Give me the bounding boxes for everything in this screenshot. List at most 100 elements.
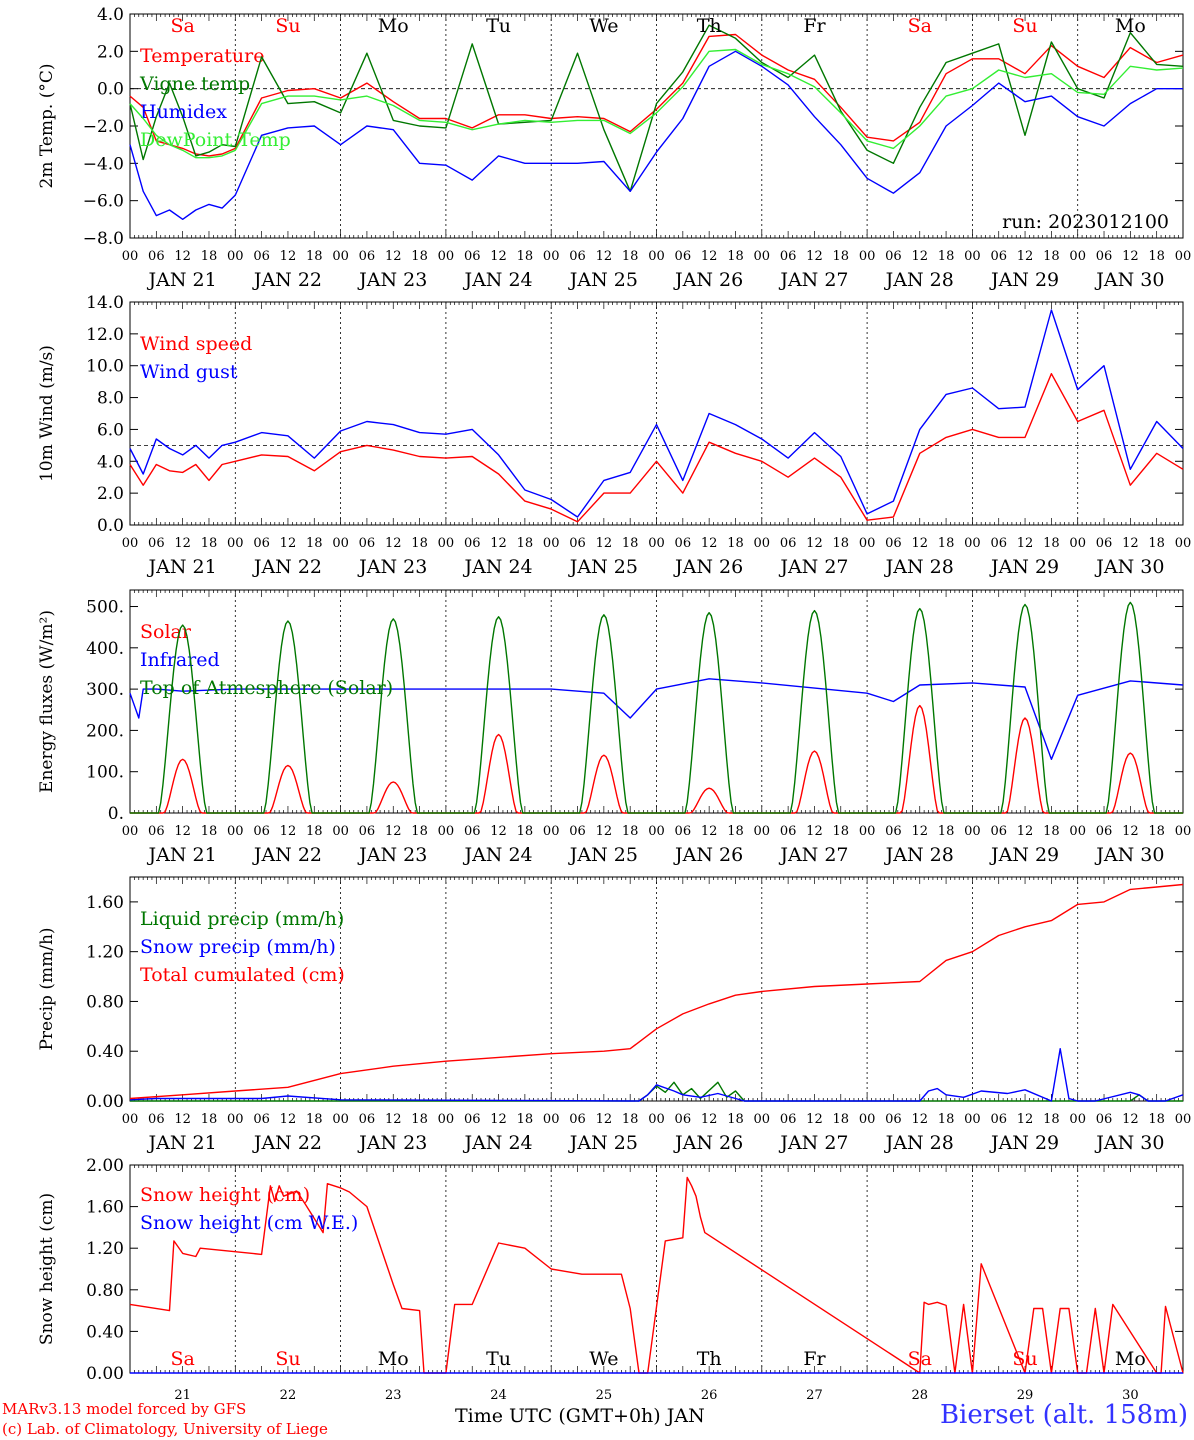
y-tick-label: 1.20 — [86, 1239, 124, 1259]
hour-label: 18 — [1043, 1112, 1060, 1127]
hour-label: 00 — [754, 1112, 771, 1127]
day-label: JAN 25 — [568, 269, 638, 291]
day-label: JAN 25 — [568, 844, 638, 866]
hour-label: 18 — [411, 536, 428, 551]
legend-entry: Snow height (cm W.E.) — [140, 1212, 358, 1234]
hour-label: 06 — [359, 1112, 376, 1127]
y-tick-label: 0.0 — [97, 80, 124, 100]
hour-label: 18 — [201, 1112, 218, 1127]
weekday-label-bottom: Su — [275, 1348, 300, 1370]
hour-label: 12 — [385, 1112, 402, 1127]
y-tick-label: 10.0 — [86, 357, 124, 377]
series-line-temperature — [129, 33, 1184, 157]
hour-label: 06 — [990, 249, 1007, 264]
y-tick-label: −6.0 — [83, 192, 124, 212]
weekday-label-top: Su — [275, 15, 300, 37]
y-tick-label: −2.0 — [83, 117, 124, 137]
y-tick-label: 0.40 — [86, 1322, 124, 1342]
y-tick-label: 0.40 — [86, 1042, 124, 1062]
hour-label: 00 — [754, 536, 771, 551]
hour-label: 12 — [911, 536, 928, 551]
hour-label: 12 — [596, 1112, 613, 1127]
hour-label: 00 — [859, 824, 876, 839]
hour-label: 00 — [1069, 249, 1086, 264]
hour-label: 06 — [780, 824, 797, 839]
hour-label: 18 — [622, 536, 639, 551]
legend-entry: Wind gust — [140, 361, 238, 383]
day-label: JAN 21 — [147, 556, 217, 578]
hour-label: 00 — [964, 824, 981, 839]
hour-label: 00 — [648, 536, 665, 551]
hour-label: 12 — [1017, 824, 1034, 839]
hour-label: 12 — [806, 536, 823, 551]
y-tick-label: 0.80 — [86, 992, 124, 1012]
hour-label: 00 — [648, 824, 665, 839]
legend-entry: Snow precip (mm/h) — [140, 936, 336, 958]
hour-label: 06 — [780, 536, 797, 551]
day-label: JAN 23 — [357, 1132, 427, 1154]
hour-label: 12 — [385, 536, 402, 551]
legend-entry: Top of Atmesphere (Solar) — [140, 677, 393, 699]
hour-label: 18 — [201, 536, 218, 551]
series-line-wind-speed — [129, 373, 1184, 523]
day-label: JAN 28 — [884, 844, 954, 866]
hour-label: 06 — [675, 536, 692, 551]
hour-label: 00 — [227, 249, 244, 264]
hour-label: 00 — [964, 1112, 981, 1127]
hour-label: 06 — [990, 536, 1007, 551]
series-line-infrared — [129, 678, 1184, 760]
hour-label: 12 — [701, 249, 718, 264]
hour-label: 12 — [385, 824, 402, 839]
hour-label: 00 — [1175, 249, 1192, 264]
hour-label: 12 — [911, 249, 928, 264]
hour-label: 18 — [938, 1112, 955, 1127]
hour-label: 00 — [332, 249, 349, 264]
hour-label: 00 — [122, 249, 139, 264]
legend-entry: DewPoint Temp — [140, 129, 291, 151]
y-tick-label: 1.60 — [86, 1198, 124, 1218]
hour-label: 00 — [332, 824, 349, 839]
hour-label: 06 — [253, 1112, 270, 1127]
weekday-label-bottom: Sa — [908, 1348, 932, 1370]
hour-label: 18 — [201, 824, 218, 839]
hour-label: 18 — [622, 249, 639, 264]
hour-label: 06 — [253, 536, 270, 551]
hour-label: 06 — [148, 1112, 165, 1127]
hour-label: 00 — [859, 1112, 876, 1127]
day-number-label: 30 — [1122, 1388, 1139, 1403]
hour-label: 00 — [543, 1112, 560, 1127]
hour-label: 12 — [596, 249, 613, 264]
weekday-label-bottom: Tu — [486, 1348, 511, 1370]
day-label: JAN 21 — [147, 1132, 217, 1154]
hour-label: 12 — [280, 249, 297, 264]
hour-label: 00 — [438, 536, 455, 551]
day-label: JAN 25 — [568, 1132, 638, 1154]
hour-label: 00 — [1175, 824, 1192, 839]
day-label: JAN 27 — [778, 1132, 848, 1154]
day-number-label: 23 — [385, 1388, 402, 1403]
hour-label: 06 — [675, 1112, 692, 1127]
day-label: JAN 22 — [252, 1132, 322, 1154]
series-line-snow-precip-mm-h- — [129, 1047, 1184, 1102]
hour-label: 00 — [754, 249, 771, 264]
y-axis-title: Snow height (cm) — [37, 1193, 57, 1345]
day-number-label: 29 — [1017, 1388, 1034, 1403]
series-line-dewpoint-temp — [129, 48, 1184, 159]
day-label: JAN 21 — [147, 269, 217, 291]
hour-label: 00 — [438, 249, 455, 264]
hour-label: 06 — [1096, 536, 1113, 551]
hour-label: 06 — [885, 1112, 902, 1127]
y-tick-label: 4.0 — [97, 452, 124, 472]
run-label: run: 2023012100 — [1002, 211, 1169, 233]
legend-entry: Snow height (cm) — [140, 1184, 310, 1206]
hour-label: 00 — [859, 536, 876, 551]
hour-label: 12 — [1017, 1112, 1034, 1127]
day-label: JAN 28 — [884, 556, 954, 578]
y-tick-label: 2.00 — [86, 1156, 124, 1176]
hour-label: 00 — [1069, 536, 1086, 551]
weekday-label-top: Sa — [908, 15, 932, 37]
hour-label: 06 — [464, 536, 481, 551]
weekday-label-bottom: Mo — [378, 1348, 409, 1370]
weekday-label-top: Sa — [170, 15, 194, 37]
legend-entry: Infrared — [140, 649, 220, 671]
